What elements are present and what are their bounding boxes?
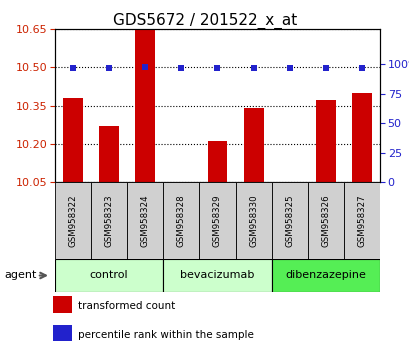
Bar: [91, 182, 127, 259]
Bar: [207, 141, 227, 182]
Text: GSM958324: GSM958324: [140, 194, 149, 247]
Bar: [53, 296, 72, 313]
Text: GSM958329: GSM958329: [213, 194, 221, 247]
Bar: [55, 182, 91, 259]
Text: GSM958328: GSM958328: [176, 194, 185, 247]
Bar: [135, 29, 155, 182]
Text: control: control: [90, 270, 128, 280]
Bar: [343, 182, 379, 259]
Text: bevacizumab: bevacizumab: [180, 270, 254, 280]
Bar: [307, 182, 343, 259]
Text: dibenzazepine: dibenzazepine: [285, 270, 365, 280]
Text: GSM958330: GSM958330: [249, 194, 258, 247]
Bar: [63, 98, 83, 182]
Point: [358, 65, 364, 71]
Point: [142, 64, 148, 69]
Point: [178, 65, 184, 71]
Bar: [271, 182, 307, 259]
Point: [106, 65, 112, 71]
Bar: [235, 182, 271, 259]
Point: [322, 65, 328, 71]
Bar: [163, 182, 199, 259]
Bar: [271, 259, 379, 292]
Text: percentile rank within the sample: percentile rank within the sample: [78, 330, 254, 340]
Point: [213, 65, 220, 71]
Text: GSM958322: GSM958322: [68, 194, 77, 247]
Point: [286, 65, 292, 71]
Bar: [315, 101, 335, 182]
Bar: [163, 259, 271, 292]
Text: transformed count: transformed count: [78, 301, 175, 311]
Bar: [243, 108, 263, 182]
Text: GSM958325: GSM958325: [285, 194, 294, 247]
Bar: [127, 182, 163, 259]
Text: agent: agent: [4, 270, 36, 280]
Point: [70, 65, 76, 71]
Text: GSM958323: GSM958323: [104, 194, 113, 247]
Bar: [53, 325, 72, 341]
Bar: [99, 126, 119, 182]
Text: GSM958326: GSM958326: [321, 194, 330, 247]
Text: GSM958327: GSM958327: [357, 194, 366, 247]
Bar: [199, 182, 235, 259]
Bar: [55, 259, 163, 292]
Bar: [351, 93, 371, 182]
Point: [250, 65, 256, 71]
Text: GDS5672 / 201522_x_at: GDS5672 / 201522_x_at: [112, 12, 297, 29]
